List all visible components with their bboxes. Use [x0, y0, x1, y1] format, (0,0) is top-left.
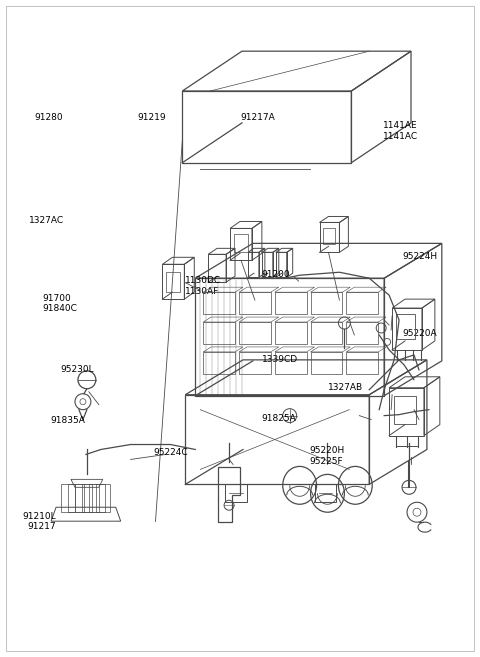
Text: 91217A: 91217A [240, 114, 275, 122]
Text: 1327AC: 1327AC [29, 216, 64, 225]
Text: 95224C: 95224C [154, 448, 188, 457]
Text: 91700
91840C: 91700 91840C [42, 294, 77, 313]
Bar [96, 484, 110, 512]
Bar [61, 484, 75, 512]
Bar [323, 229, 336, 244]
Bar [396, 314, 415, 339]
Text: 91825A: 91825A [262, 415, 296, 423]
Text: 91210L
91217: 91210L 91217 [23, 512, 56, 532]
Bar [234, 235, 248, 252]
Bar [75, 484, 92, 512]
Text: 95230L: 95230L [61, 365, 95, 374]
Bar [82, 484, 99, 512]
Text: 95224H: 95224H [402, 252, 437, 261]
Text: 1141AE
1141AC: 1141AE 1141AC [383, 122, 418, 141]
Text: 91200: 91200 [262, 270, 290, 279]
Text: 91280: 91280 [35, 114, 63, 122]
Text: 1327AB: 1327AB [328, 383, 363, 392]
Bar [394, 396, 416, 424]
Bar [89, 484, 105, 512]
Text: 91219: 91219 [137, 114, 166, 122]
Text: 95220A: 95220A [402, 329, 437, 338]
Text: 91835A: 91835A [50, 416, 85, 424]
Bar [68, 484, 84, 512]
Text: 1130DC
1130AF: 1130DC 1130AF [185, 277, 221, 296]
Bar [167, 272, 180, 292]
Text: 95220H
95225F: 95220H 95225F [309, 446, 345, 466]
Text: 1339CD: 1339CD [262, 355, 298, 365]
